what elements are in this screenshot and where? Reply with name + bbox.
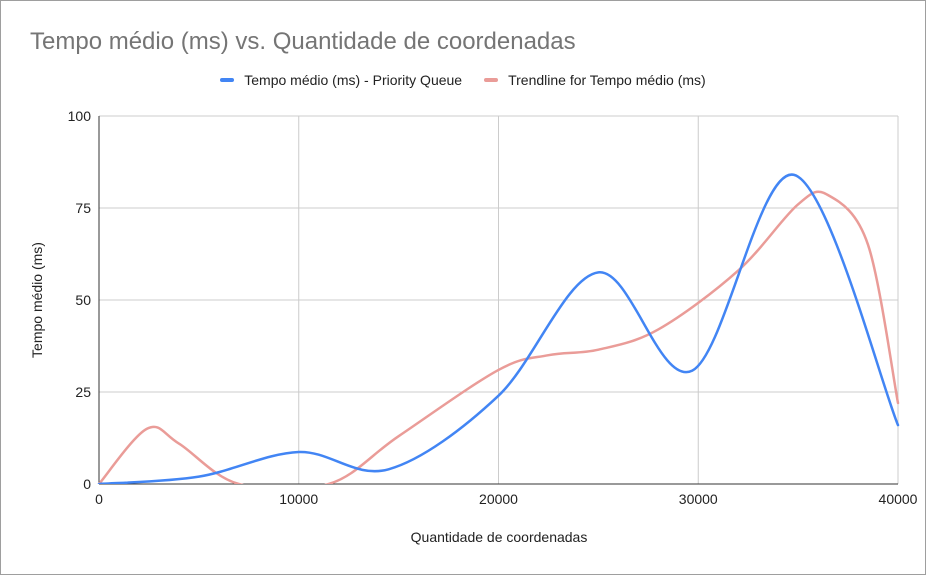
series-line-trendline	[97, 190, 900, 484]
legend-item-trendline[interactable]: Trendline for Tempo médio (ms)	[484, 72, 706, 88]
chart-title: Tempo médio (ms) vs. Quantidade de coord…	[30, 28, 576, 55]
legend-item-priority-queue[interactable]: Tempo médio (ms) - Priority Queue	[220, 72, 462, 88]
legend-label-trendline: Trendline for Tempo médio (ms)	[508, 72, 706, 88]
legend-swatch-trendline	[484, 78, 499, 82]
y-tick-label-100: 100	[68, 108, 92, 124]
x-axis-title: Quantidade de coordenadas	[411, 529, 588, 545]
x-tick-label-20000: 20000	[479, 491, 518, 507]
series-lines	[97, 173, 900, 484]
x-tick-label-40000: 40000	[879, 491, 918, 507]
y-axis-title: Tempo médio (ms)	[29, 242, 45, 358]
chart-legend: Tempo médio (ms) - Priority Queue Trendl…	[0, 72, 926, 88]
x-tick-label-10000: 10000	[279, 491, 318, 507]
y-tick-label-75: 75	[75, 200, 91, 216]
x-tick-label-30000: 30000	[679, 491, 718, 507]
axes	[98, 116, 898, 485]
series-line-priority-queue	[97, 173, 900, 484]
tick-labels: 0 25 50 75 100 0 10000 20000 30000 40000	[68, 108, 918, 507]
legend-label-priority-queue: Tempo médio (ms) - Priority Queue	[244, 72, 463, 88]
x-tick-label-0: 0	[95, 491, 103, 507]
y-tick-label-25: 25	[75, 384, 91, 400]
grid-lines	[99, 115, 899, 484]
y-tick-label-50: 50	[75, 292, 91, 308]
legend-swatch-priority-queue	[220, 78, 235, 82]
y-tick-label-0: 0	[83, 476, 91, 492]
